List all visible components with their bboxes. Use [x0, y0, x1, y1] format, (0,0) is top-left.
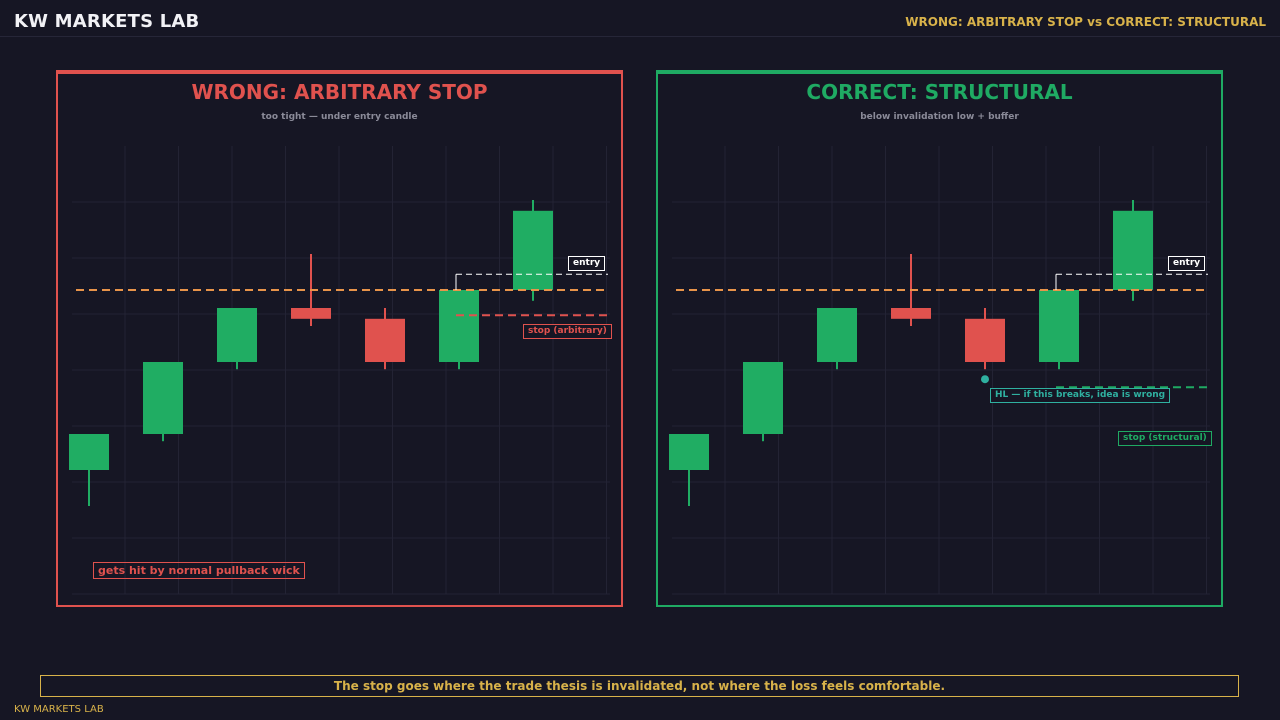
brand-title: KW MARKETS LAB: [14, 11, 200, 32]
correct-candle-body: [965, 318, 1005, 362]
footer-brand: KW MARKETS LAB: [14, 704, 104, 715]
correct-candle-body: [669, 434, 709, 470]
correct-candle-body: [1113, 210, 1153, 290]
wrong-candle-body: [217, 308, 257, 362]
wrong-candle-body: [143, 362, 183, 434]
correct-stop-tag: stop (structural): [1118, 431, 1212, 446]
wrong-candle-body: [291, 308, 331, 319]
wrong-entry-tag: entry: [568, 256, 606, 271]
topic-title: WRONG: ARBITRARY STOP vs CORRECT: STRUCT…: [905, 15, 1266, 29]
correct-candle-body: [743, 362, 783, 434]
correct-candlestick-chart: [669, 146, 1210, 595]
correct-hl-tag: HL — if this breaks, idea is wrong: [990, 388, 1171, 403]
wrong-candle-body: [365, 318, 405, 362]
correct-panel-subtitle: below invalidation low + buffer: [860, 112, 1019, 122]
footer-message: The stop goes where the trade thesis is …: [40, 675, 1239, 697]
correct-hl-marker: [981, 375, 989, 384]
wrong-candle-body: [513, 210, 553, 290]
wrong-candle-body: [439, 290, 479, 362]
correct-entry-tag: entry: [1168, 256, 1206, 271]
correct-candle-body: [1039, 290, 1079, 362]
wrong-panel-subtitle: too tight — under entry candle: [261, 112, 418, 122]
top-bar: KW MARKETS LAB WRONG: ARBITRARY STOP vs …: [0, 0, 1280, 37]
correct-panel: CORRECT: STRUCTURAL below invalidation l…: [656, 70, 1223, 607]
correct-candle-body: [817, 308, 857, 362]
wrong-annotation: gets hit by normal pullback wick: [93, 562, 305, 579]
wrong-candle-body: [69, 434, 109, 470]
wrong-panel-title: WRONG: ARBITRARY STOP: [191, 80, 488, 104]
wrong-candlestick-chart: [69, 146, 610, 595]
wrong-panel: WRONG: ARBITRARY STOP too tight — under …: [56, 70, 623, 607]
wrong-stop-tag: stop (arbitrary): [523, 324, 612, 339]
correct-panel-title: CORRECT: STRUCTURAL: [806, 80, 1073, 104]
correct-candle-body: [891, 308, 931, 319]
